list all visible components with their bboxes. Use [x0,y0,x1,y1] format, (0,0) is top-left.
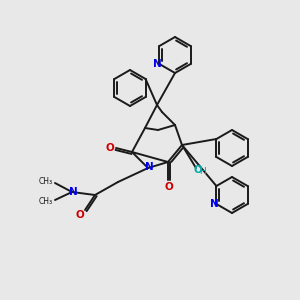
Text: O: O [106,143,114,153]
Text: N: N [153,59,162,69]
Text: N: N [69,187,77,197]
Text: CH₃: CH₃ [39,178,53,187]
Text: O: O [76,210,84,220]
Text: CH₃: CH₃ [39,196,53,206]
Text: O: O [165,182,173,192]
Text: H: H [199,167,206,176]
Text: N: N [210,199,219,209]
Text: O: O [194,165,202,175]
Text: N: N [145,162,153,172]
